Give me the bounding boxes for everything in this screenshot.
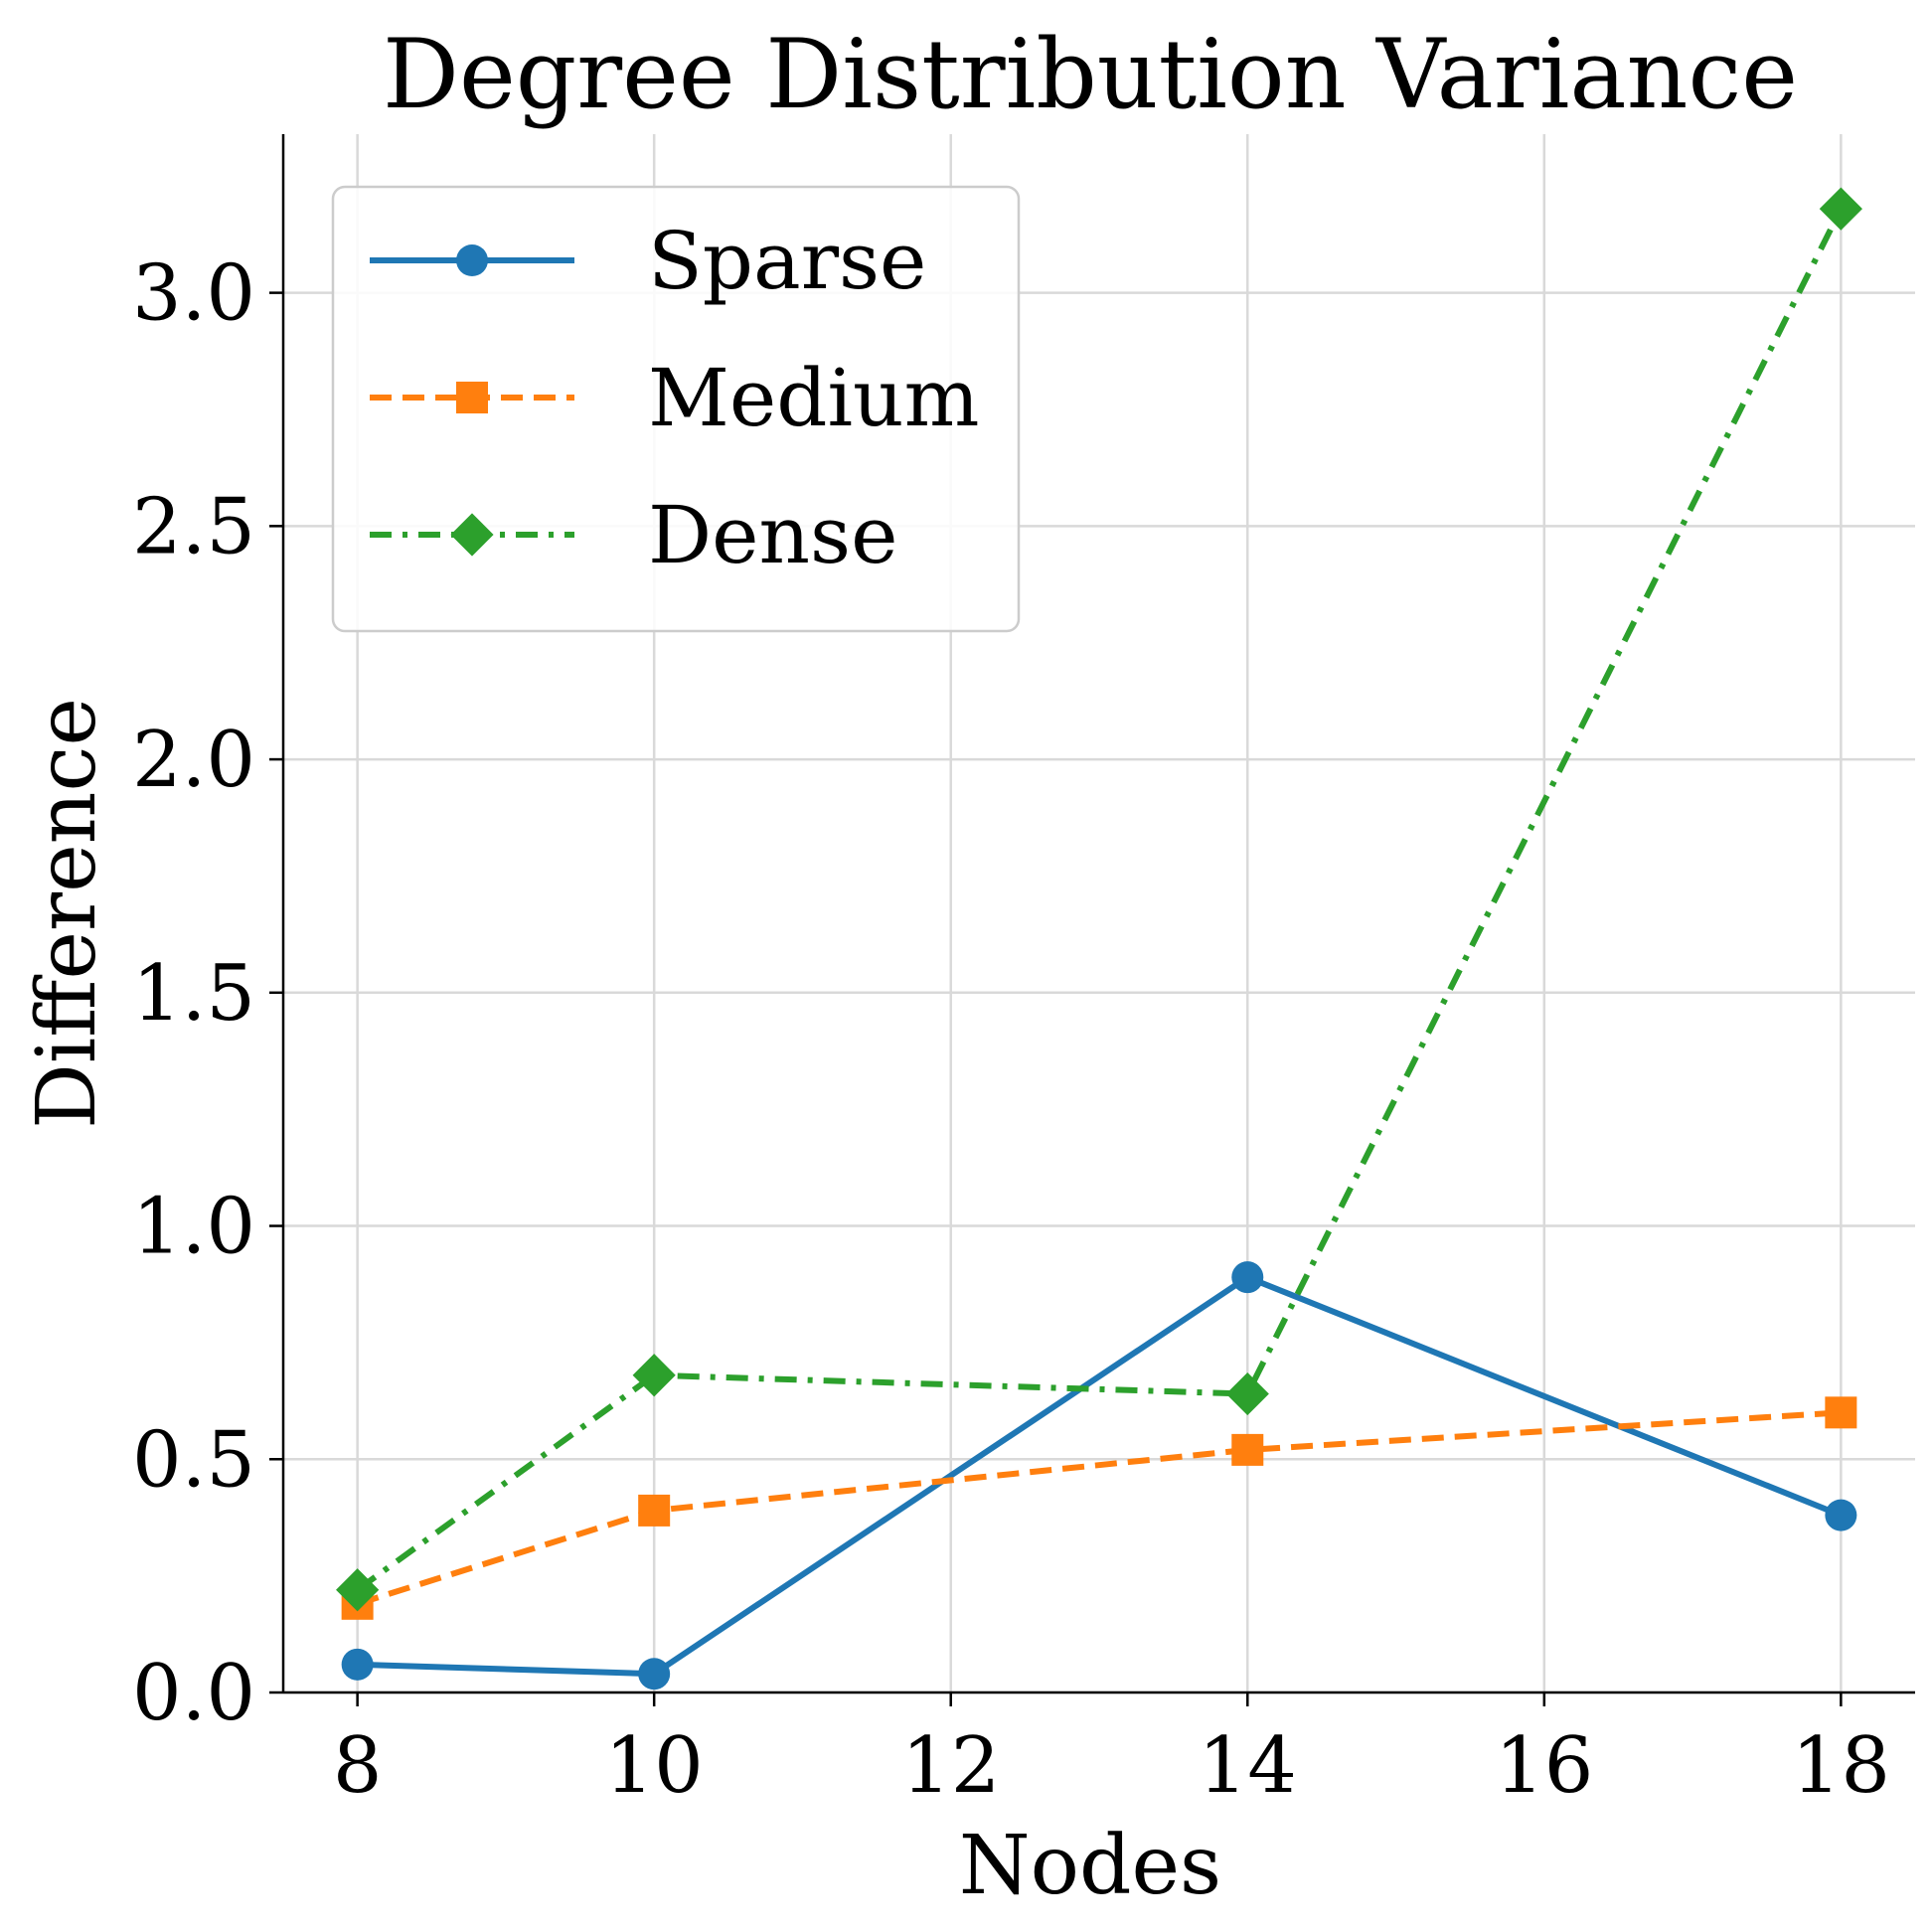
data-point bbox=[638, 1494, 671, 1527]
axes-spines bbox=[281, 134, 1915, 1694]
legend-label: Medium bbox=[648, 352, 979, 444]
y-tick-label: 1.0 bbox=[132, 1183, 255, 1272]
x-tick-label: 10 bbox=[605, 1721, 704, 1811]
data-point bbox=[1231, 1261, 1264, 1294]
y-tick-label: 0.5 bbox=[132, 1415, 255, 1505]
y-tick-label: 1.5 bbox=[132, 949, 255, 1039]
series-line bbox=[355, 207, 1845, 1593]
legend-marker bbox=[456, 382, 488, 413]
plot-series bbox=[336, 187, 1862, 1690]
data-point bbox=[1825, 1499, 1857, 1531]
x-tick-label: 18 bbox=[1792, 1721, 1890, 1811]
data-point bbox=[341, 1648, 374, 1681]
x-tick-label: 14 bbox=[1199, 1721, 1297, 1811]
y-tick-label: 2.0 bbox=[132, 716, 255, 805]
x-tick-label: 12 bbox=[901, 1721, 1000, 1811]
y-tick-label: 2.5 bbox=[132, 482, 255, 571]
y-axis-label: Difference bbox=[20, 698, 114, 1129]
legend-marker bbox=[456, 244, 488, 276]
series-dense bbox=[336, 187, 1862, 1612]
legend-label: Sparse bbox=[648, 215, 926, 307]
legend-label: Dense bbox=[648, 489, 897, 581]
data-point bbox=[1231, 1433, 1264, 1466]
series-sparse bbox=[341, 1261, 1857, 1690]
data-point bbox=[336, 1568, 380, 1612]
x-tick-label: 16 bbox=[1495, 1721, 1593, 1811]
legend-item-sparse: Sparse bbox=[370, 215, 926, 307]
y-tick-label: 3.0 bbox=[132, 249, 255, 339]
chart-title: Degree Distribution Variance bbox=[383, 19, 1798, 130]
legend: Sparse Medium Dense bbox=[331, 185, 1021, 633]
series-line bbox=[356, 1409, 1842, 1607]
legend-item-medium: Medium bbox=[370, 352, 979, 444]
x-tick-label: 8 bbox=[333, 1721, 383, 1811]
data-point bbox=[1825, 1396, 1857, 1429]
legend-item-dense: Dense bbox=[370, 489, 897, 581]
y-tick-label: 0.0 bbox=[132, 1649, 255, 1738]
axis-ticks: 8 10 12 14 16 18 0.0 0.5 1.0 1.5 2.0 2.5 3.0 bbox=[132, 249, 1890, 1811]
x-axis-label: Nodes bbox=[959, 1819, 1221, 1913]
legend-frame bbox=[331, 185, 1021, 633]
data-point bbox=[1819, 187, 1862, 231]
data-point bbox=[632, 1354, 676, 1397]
series-line bbox=[357, 1274, 1843, 1678]
data-point bbox=[638, 1658, 671, 1690]
data-point bbox=[1225, 1371, 1269, 1416]
legend-marker bbox=[450, 513, 494, 557]
